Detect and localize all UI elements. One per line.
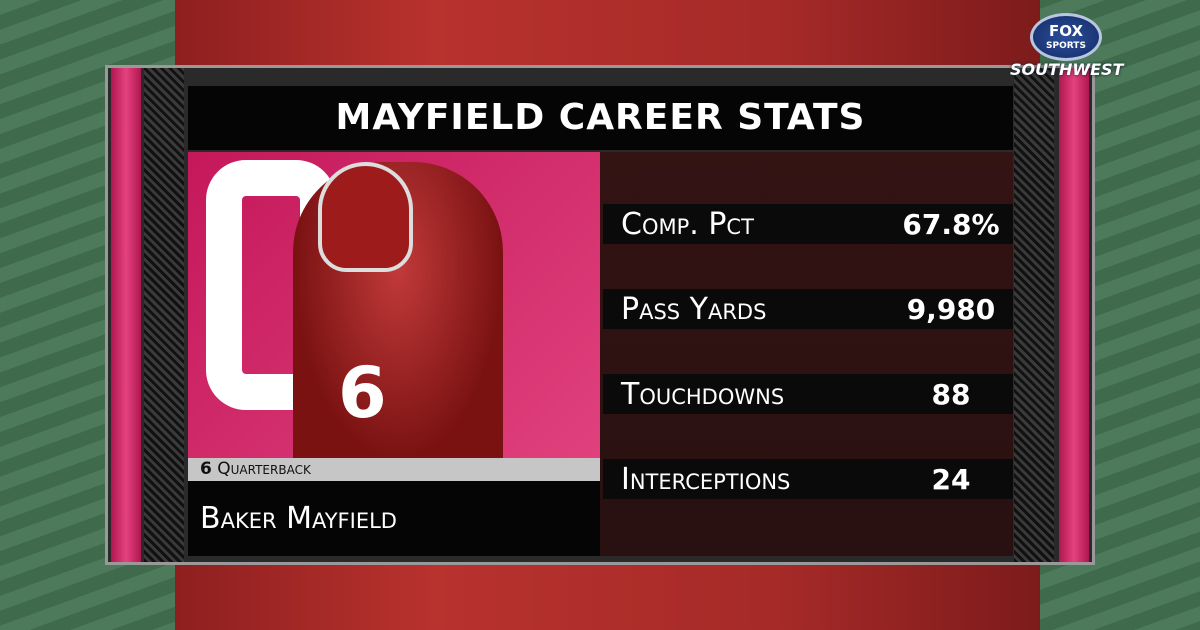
stat-row: Touchdowns 88 [603,374,1013,414]
stats-graphic: MAYFIELD CAREER STATS 6 6 Quarterback Ba… [105,65,1095,565]
logo-fox: FOX [1048,22,1084,40]
stat-label: Pass Yards [621,291,767,327]
helmet-icon [318,162,413,272]
logo-southwest: SOUTHWEST [1010,60,1124,79]
stat-label: Interceptions [621,461,791,497]
logo-sports: SPORTS [1046,41,1086,51]
player-name: Baker Mayfield [188,481,600,556]
jersey-number: 6 [338,352,387,434]
left-rail [111,68,141,562]
player-number: 6 [200,459,212,479]
stat-value: 88 [931,377,971,411]
stats-panel: Comp. Pct 67.8% Pass Yards 9,980 Touchdown… [600,152,1013,556]
stat-label: Touchdowns [621,376,785,412]
right-rail [1059,68,1089,562]
stat-row: Pass Yards 9,980 [603,289,1013,329]
right-mesh [1014,68,1054,562]
player-position-bar: 6 Quarterback [188,458,600,481]
stat-value: 9,980 [906,292,996,326]
stat-value: 67.8% [902,207,1000,241]
left-mesh [144,68,184,562]
player-photo: 6 [188,152,600,458]
stat-value: 24 [931,462,971,496]
stat-label: Comp. Pct [621,206,754,242]
graphic-title: MAYFIELD CAREER STATS [188,86,1013,150]
fox-sports-southwest-logo: FOX SPORTS SOUTHWEST [1010,10,1124,90]
player-position: Quarterback [217,459,311,479]
stat-row: Interceptions 24 [603,459,1013,499]
stat-row: Comp. Pct 67.8% [603,204,1013,244]
